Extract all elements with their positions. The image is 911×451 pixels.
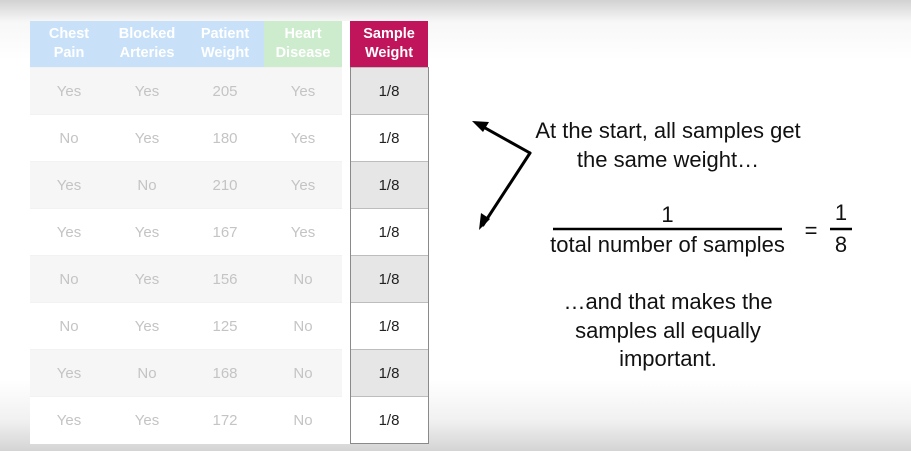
sample-weight-cell: 1/8 <box>349 396 429 444</box>
chest-pain-cell: Yes <box>30 67 108 115</box>
blocked-arteries-cell: Yes <box>108 396 186 444</box>
patient-weight-cell: 168 <box>186 349 264 397</box>
sample-weight-cell: 1/8 <box>349 161 429 209</box>
column-gap <box>342 67 350 115</box>
table-row: Yes Yes 167 Yes 1/8 <box>30 208 429 256</box>
heart-disease-cell: No <box>264 396 342 444</box>
heart-disease-cell: No <box>264 349 342 397</box>
arrow-upper-head <box>472 121 489 132</box>
table-row: No Yes 180 Yes 1/8 <box>30 114 429 162</box>
heart-disease-cell: Yes <box>264 208 342 256</box>
header-chest-pain: Chest Pain <box>30 21 108 68</box>
column-gap <box>342 302 350 350</box>
arrow-lower-line <box>481 151 532 227</box>
column-gap <box>342 208 350 256</box>
arrow-lower-head <box>479 213 490 230</box>
sample-weight-cell: 1/8 <box>349 255 429 303</box>
chest-pain-cell: Yes <box>30 208 108 256</box>
annotation-line1: At the start, all samples get <box>535 118 801 143</box>
column-gap <box>342 255 350 303</box>
blocked-arteries-cell: Yes <box>108 255 186 303</box>
patient-weight-cell: 210 <box>186 161 264 209</box>
patient-weight-cell: 156 <box>186 255 264 303</box>
blocked-arteries-cell: Yes <box>108 302 186 350</box>
heart-disease-cell: No <box>264 255 342 303</box>
column-gap <box>342 161 350 209</box>
patient-weight-cell: 172 <box>186 396 264 444</box>
patient-weight-cell: 167 <box>186 208 264 256</box>
column-gap <box>342 349 350 397</box>
chest-pain-cell: No <box>30 255 108 303</box>
heart-disease-cell: Yes <box>264 67 342 115</box>
pointer-arrows <box>476 122 532 227</box>
header-blocked-arteries: Blocked Arteries <box>108 21 186 68</box>
blocked-arteries-cell: Yes <box>108 208 186 256</box>
fraction-numerator: 1 <box>661 202 674 227</box>
sample-weight-cell: 1/8 <box>349 302 429 350</box>
sample-weight-cell: 1/8 <box>349 349 429 397</box>
blocked-arteries-cell: Yes <box>108 67 186 115</box>
chest-pain-cell: No <box>30 302 108 350</box>
result-numerator: 1 <box>834 200 848 225</box>
blocked-arteries-cell: No <box>108 349 186 397</box>
annotation-line2: the same weight… <box>576 147 760 172</box>
chest-pain-cell: Yes <box>30 161 108 209</box>
column-gap <box>342 114 350 162</box>
patient-weight-cell: 180 <box>186 114 264 162</box>
fraction-denominator: total number of samples <box>550 232 785 257</box>
heart-disease-cell: Yes <box>264 161 342 209</box>
blocked-arteries-cell: Yes <box>108 114 186 162</box>
header-row: Chest Pain Blocked Arteries Patient Weight … <box>30 21 428 68</box>
header-patient-weight: Patient Weight <box>186 21 264 68</box>
column-gap <box>342 396 350 444</box>
chest-pain-cell: No <box>30 114 108 162</box>
chest-pain-cell: Yes <box>30 349 108 397</box>
heart-disease-cell: Yes <box>264 114 342 162</box>
heart-disease-cell: No <box>264 302 342 350</box>
table-row: Yes No 210 Yes 1/8 <box>30 161 429 209</box>
header-heart-disease: Heart Disease <box>264 21 342 68</box>
column-gap <box>342 21 350 68</box>
equals-sign: = <box>804 218 818 243</box>
table-row: Yes Yes 205 Yes 1/8 <box>30 67 429 115</box>
table-row: No Yes 156 No 1/8 <box>30 255 429 303</box>
conclusion-line3: important. <box>619 346 717 371</box>
header-sample-weight: Sample Weight <box>350 21 428 68</box>
table-row: Yes Yes 172 No 1/8 <box>30 396 429 444</box>
sample-weight-cell: 1/8 <box>349 114 429 162</box>
conclusion-line2: samples all equally <box>575 318 761 343</box>
sample-weight-cell: 1/8 <box>349 208 429 256</box>
table-row: Yes No 168 No 1/8 <box>30 349 429 397</box>
patient-weight-cell: 125 <box>186 302 264 350</box>
table-row: No Yes 125 No 1/8 <box>30 302 429 350</box>
sample-weight-cell: 1/8 <box>349 67 429 115</box>
patient-weight-cell: 205 <box>186 67 264 115</box>
chest-pain-cell: Yes <box>30 396 108 444</box>
result-denominator: 8 <box>834 232 848 257</box>
data-table: Chest Pain Blocked Arteries Patient Weight … <box>30 21 429 444</box>
arrow-upper-line <box>476 122 532 155</box>
conclusion-line1: …and that makes the <box>563 289 773 314</box>
blocked-arteries-cell: No <box>108 161 186 209</box>
